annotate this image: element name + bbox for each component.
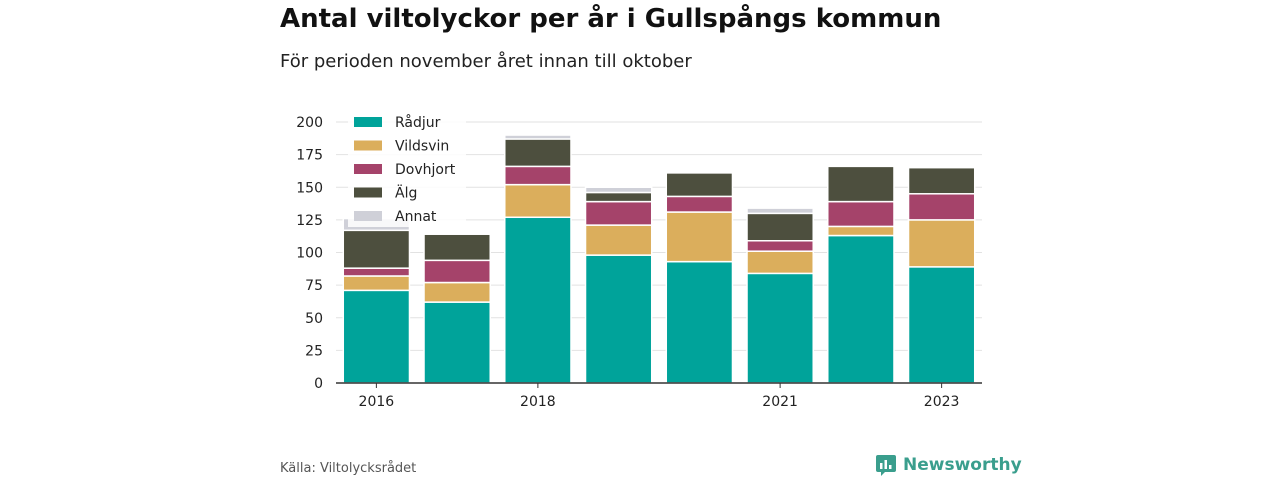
legend: Rådjur Vildsvin Dovhjort Älg Annat (348, 113, 466, 227)
x-tick-label: 2021 (762, 394, 798, 410)
bar-segment-vildsvin-2016[interactable] (342, 275, 411, 292)
y-tick-label: 100 (296, 246, 323, 262)
y-axis-ticks: 0 25 50 75 100 125 150 175 200 (296, 115, 323, 392)
x-tick-label: 2023 (924, 394, 960, 410)
source-note: Källa: Viltolycksrådet (280, 461, 417, 476)
bar-segment-annat-2018[interactable] (504, 134, 572, 140)
legend-swatch-annat (354, 211, 382, 221)
bar-segment-dovhjort-2017[interactable] (423, 259, 491, 284)
y-tick-label: 125 (296, 213, 323, 229)
bar-segment-dovhjort-2023[interactable] (907, 193, 976, 221)
bar-segment-älg-2023[interactable] (907, 166, 976, 195)
y-tick-label: 50 (305, 311, 323, 327)
legend-swatch-vildsvin (354, 140, 382, 151)
bar-segment-annat-2019[interactable] (584, 186, 653, 194)
bar-segment-vildsvin-2022[interactable] (827, 225, 895, 237)
bar-segment-annat-2021[interactable] (746, 207, 814, 215)
y-tick-label: 200 (296, 115, 323, 131)
y-tick-label: 175 (296, 148, 323, 164)
bar-segment-rådjur-2020[interactable] (665, 260, 734, 384)
y-tick-label: 0 (314, 376, 323, 392)
bar-segment-vildsvin-2018[interactable] (504, 183, 572, 219)
legend-label: Älg (395, 184, 417, 202)
legend-label: Rådjur (395, 114, 441, 131)
bar-segment-rådjur-2022[interactable] (827, 234, 895, 384)
bar-segment-älg-2018[interactable] (504, 138, 572, 168)
chart-subtitle: För perioden november året innan till ok… (280, 51, 692, 72)
legend-label: Vildsvin (395, 139, 449, 155)
bar-segment-rådjur-2016[interactable] (342, 289, 411, 384)
bar-segment-älg-2021[interactable] (746, 212, 814, 242)
y-tick-label: 75 (305, 278, 323, 294)
bar-segment-älg-2016[interactable] (342, 229, 411, 269)
x-tick-label: 2018 (520, 394, 556, 410)
bar-segment-rådjur-2019[interactable] (584, 254, 653, 384)
bar-segment-rådjur-2018[interactable] (504, 216, 572, 384)
bar-segment-älg-2022[interactable] (827, 165, 895, 203)
brand-name: Newsworthy (903, 455, 1022, 475)
legend-label: Annat (395, 209, 437, 225)
bar-segment-älg-2019[interactable] (584, 191, 653, 203)
bar-segment-älg-2020[interactable] (665, 172, 734, 198)
bar-segment-vildsvin-2021[interactable] (746, 250, 814, 275)
legend-swatch-dovhjort (354, 164, 382, 174)
bar-segment-dovhjort-2019[interactable] (584, 200, 653, 226)
newsworthy-chart-icon (876, 455, 896, 476)
bar-segment-rådjur-2021[interactable] (746, 272, 814, 384)
y-tick-label: 25 (305, 343, 323, 359)
bar-segment-dovhjort-2018[interactable] (504, 165, 572, 186)
bars (342, 134, 976, 384)
x-tick-label: 2016 (359, 394, 395, 410)
legend-swatch-rådjur (354, 117, 382, 127)
bar-segment-älg-2017[interactable] (423, 233, 491, 262)
bar-segment-vildsvin-2017[interactable] (423, 281, 491, 303)
bar-segment-vildsvin-2020[interactable] (665, 211, 734, 263)
legend-swatch-älg (354, 187, 382, 198)
bar-segment-dovhjort-2020[interactable] (665, 195, 734, 213)
y-tick-label: 150 (296, 180, 323, 196)
bar-segment-dovhjort-2022[interactable] (827, 200, 895, 228)
chart-title: Antal viltolyckor per år i Gullspångs ko… (280, 4, 942, 34)
x-axis-ticks: 2016 2018 2021 2023 (359, 383, 960, 410)
bar-segment-dovhjort-2016[interactable] (342, 267, 411, 277)
legend-label: Dovhjort (395, 162, 456, 178)
bar-segment-rådjur-2023[interactable] (907, 266, 976, 384)
bar-segment-rådjur-2017[interactable] (423, 301, 491, 384)
bar-segment-dovhjort-2021[interactable] (746, 240, 814, 252)
bar-segment-vildsvin-2023[interactable] (907, 219, 976, 268)
brand-logo[interactable]: Newsworthy (875, 454, 1022, 476)
bar-segment-vildsvin-2019[interactable] (584, 224, 653, 256)
